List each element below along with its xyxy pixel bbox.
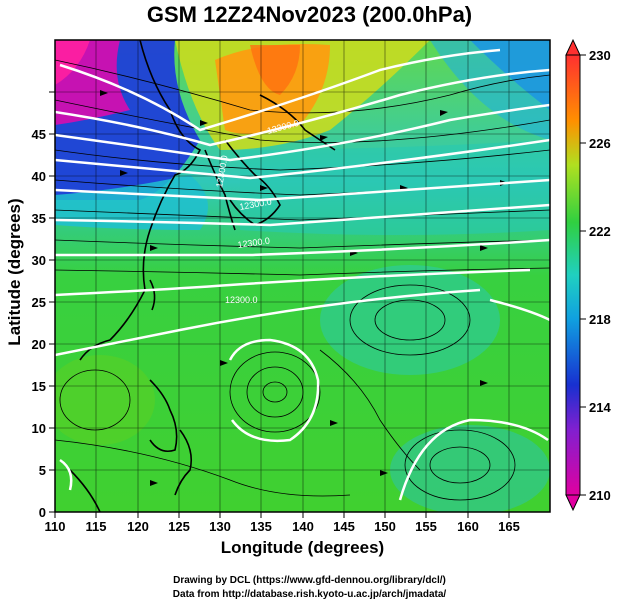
colorbar: 210 214 218 222 226 230 [565,38,611,512]
y-tick-label: 40 [32,169,46,184]
x-axis: 110 115 120 125 130 135 140 145 150 155 … [45,512,520,534]
y-tick-label: 30 [32,253,46,268]
colorbar-gradient [565,54,581,496]
x-tick-label: 145 [333,519,355,534]
x-tick-label: 155 [415,519,437,534]
credit-data: Data from http://database.rish.kyoto-u.a… [172,589,447,600]
y-tick-label: 20 [32,337,46,352]
contour-label: 12300.0 [237,236,271,250]
y-tick-label: 25 [32,295,46,310]
colorbar-bottom-arrow [565,494,581,512]
colorbar-tick-label: 218 [589,312,611,327]
colorbar-top-arrow [565,38,581,56]
y-tick-label: 35 [32,211,46,226]
x-axis-label: Longitude (degrees) [220,538,385,557]
x-tick-label: 110 [45,519,66,534]
x-tick-label: 150 [374,519,396,534]
y-tick-label: 15 [32,379,46,394]
y-tick-label: 45 [32,127,46,142]
x-tick-label: 125 [168,519,190,534]
colorbar-tick-label: 210 [589,488,611,503]
colorbar-tick-label: 230 [589,48,611,63]
credit-drawing: Drawing by DCL (https://www.gfd-dennou.o… [173,575,446,586]
x-tick-label: 135 [250,519,272,534]
x-tick-label: 115 [86,519,107,534]
y-axis: 0 5 10 15 20 25 30 35 40 45 [32,91,55,520]
x-tick-label: 165 [498,519,520,534]
y-tick-label: 0 [39,505,46,520]
colorbar-tick-label: 214 [589,400,611,415]
x-tick-label: 160 [457,519,479,534]
colorbar-tick-label: 222 [589,224,611,239]
contour-label: 12300.0 [225,295,258,305]
y-tick-label: 5 [39,463,46,478]
colorbar-tick-label: 226 [589,136,611,151]
chart-title: GSM 12Z24Nov2023 (200.0hPa) [146,2,473,27]
height-contours [55,48,550,501]
x-tick-label: 140 [292,519,314,534]
y-tick-label: 10 [32,421,46,436]
x-tick-label: 120 [127,519,149,534]
y-axis-label: Latitude (degrees) [5,198,24,346]
x-tick-label: 130 [209,519,231,534]
coastlines [69,40,336,512]
